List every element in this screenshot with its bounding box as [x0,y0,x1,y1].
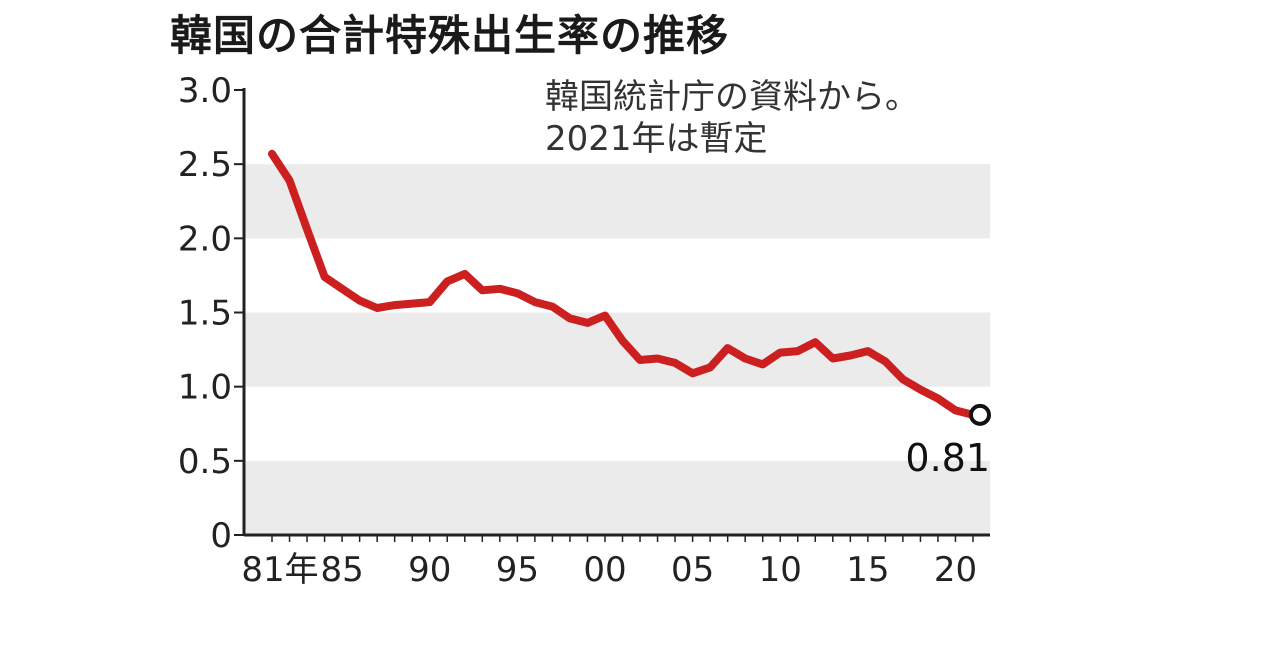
grid-bands [244,164,990,535]
grid-band [244,312,990,387]
end-point-marker [969,403,991,426]
x-tick-label: 90 [408,550,451,590]
y-tick-label: 0 [210,516,232,556]
source-note-line: 韓国統計庁の資料から。 [545,77,919,117]
x-tick-label: 81年 [241,550,318,590]
x-tick-label: 05 [671,550,714,590]
y-tick-label: 1.5 [178,294,232,334]
y-tick-label: 2.5 [178,145,232,185]
x-tick-label: 85 [320,550,363,590]
series-group [268,149,977,419]
y-axis-ticks: 0 0.5 1.0 1.5 2.0 2.5 3.0 [178,71,244,556]
grid-band [244,164,990,239]
y-tick-label: 1.0 [178,368,232,408]
x-tick-label: 95 [496,550,539,590]
x-tick-label: 00 [583,550,626,590]
x-tick-label: 15 [846,550,889,590]
source-note: 韓国統計庁の資料から。2021年は暫定 [545,77,919,159]
source-note-line: 2021年は暫定 [545,119,768,159]
end-value-label: 0.81 [905,436,990,480]
y-tick-label: 2.0 [178,219,232,259]
grid-band [244,460,990,535]
x-axis-ticks: 81年 85 90 95 00 05 10 15 20 [241,535,977,590]
end-annotation: 0.81 [905,403,991,480]
y-tick-label: 0.5 [178,442,232,482]
chart-title: 韓国の合計特殊出生率の推移 [170,11,730,60]
y-tick-label: 3.0 [178,71,232,111]
series-line [268,149,977,419]
x-tick-label: 10 [759,550,802,590]
x-tick-label: 20 [934,550,977,590]
